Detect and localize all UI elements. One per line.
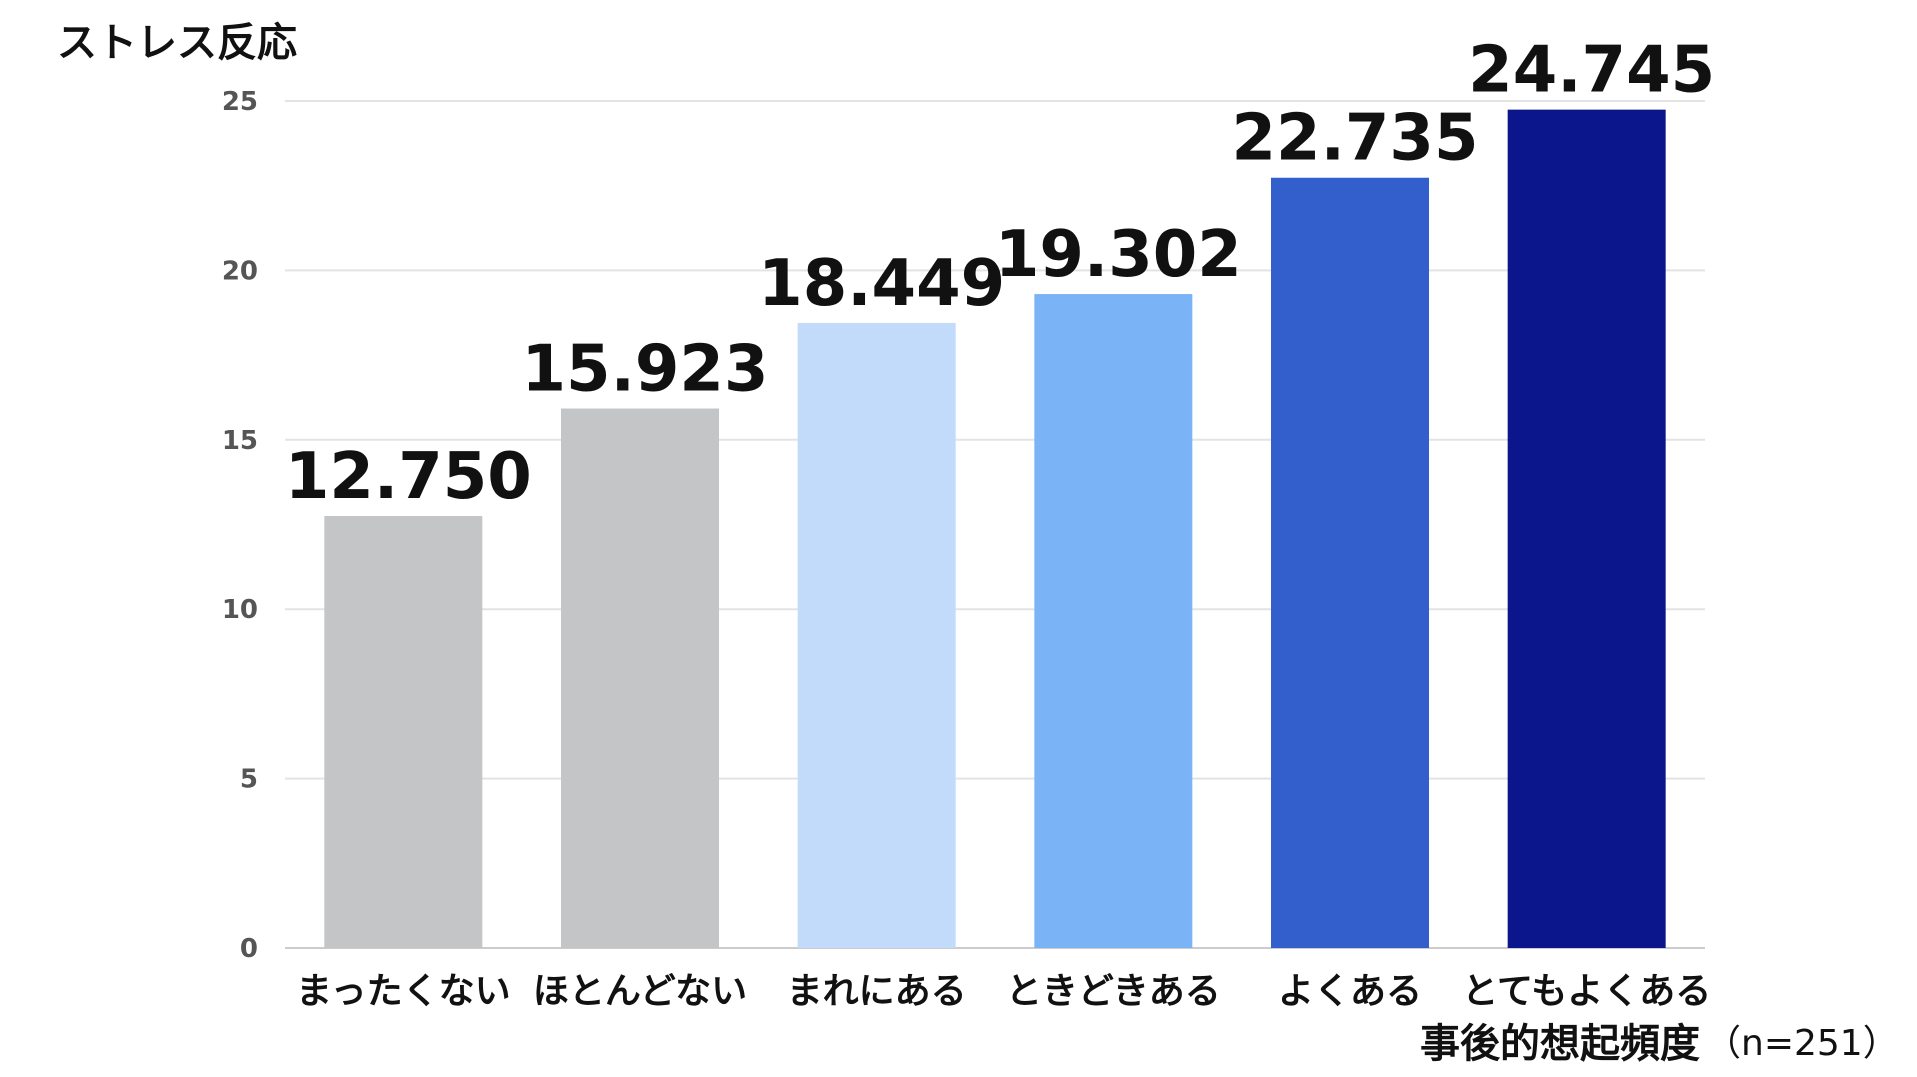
data-label: 18.449 [758,247,1005,321]
gridlines [285,100,1705,949]
data-label: 22.735 [1232,102,1479,176]
bar [324,516,483,948]
bar [561,408,719,948]
x-tick-label: ほとんどない [533,971,747,1012]
x-axis-title: 事後的想起頻度 [1420,1021,1700,1067]
data-label: 15.923 [522,333,769,407]
bar [1507,109,1666,948]
y-tick-label: 25 [222,87,258,117]
y-axis-ticks: 0 5 10 15 20 25 [222,87,258,964]
sample-size-note: （n=251） [1705,1023,1899,1064]
bar [797,322,956,948]
y-tick-label: 5 [240,765,258,795]
data-label: 24.745 [1468,34,1715,108]
data-label: 12.750 [285,440,532,514]
y-tick-label: 10 [222,595,258,625]
data-label: 19.302 [995,218,1242,292]
bars [324,109,1666,949]
y-tick-label: 0 [240,934,258,964]
x-tick-label: よくある [1278,971,1422,1012]
x-axis-category-labels: まったくない ほとんどない まれにある ときどきある よくある とてもよくある [296,971,1711,1012]
bar [1034,294,1193,949]
x-tick-label: まれにある [787,971,967,1012]
y-tick-label: 15 [222,426,258,456]
x-tick-label: とてもよくある [1462,971,1711,1012]
y-tick-label: 20 [222,256,258,286]
x-tick-label: ときどきある [1006,971,1221,1012]
x-tick-label: まったくない [296,971,511,1012]
bar [1271,177,1429,948]
y-axis-title: ストレス反応 [57,20,297,66]
